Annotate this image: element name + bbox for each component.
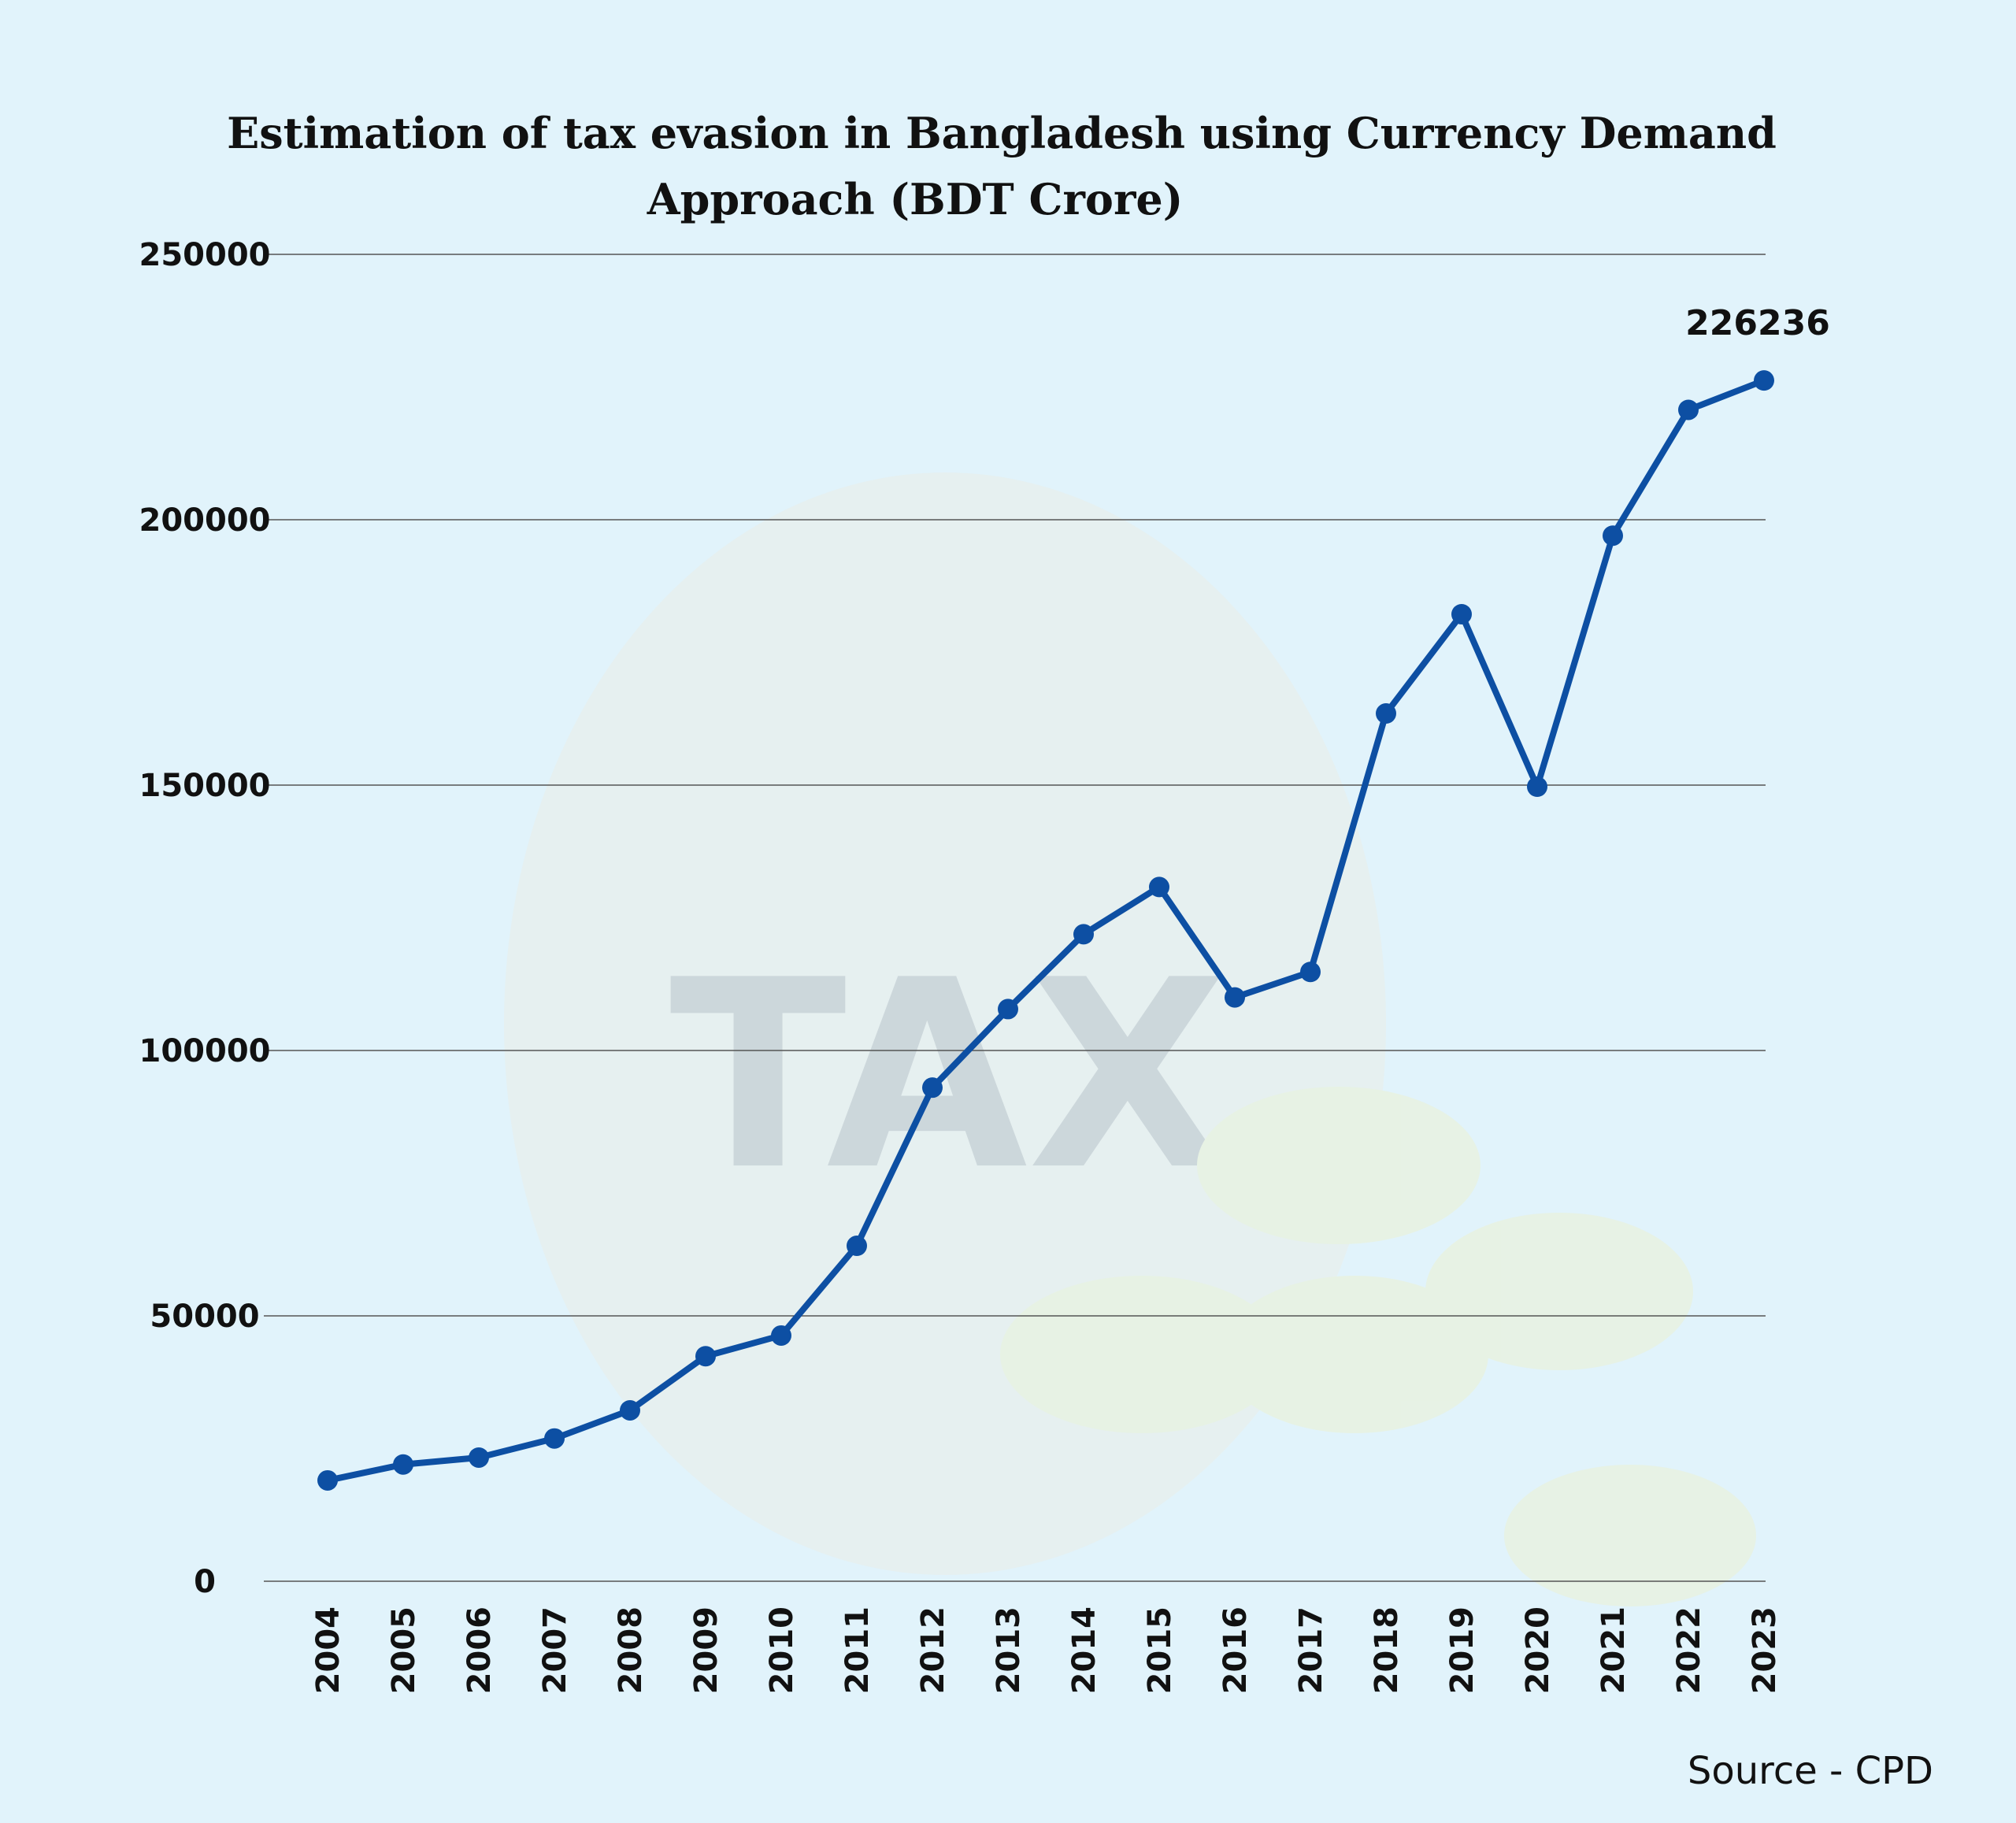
x-tick-label: 2005 <box>386 1606 422 1694</box>
data-point-2004 <box>317 1469 338 1491</box>
x-tick-label: 2018 <box>1369 1606 1405 1694</box>
data-point-2014 <box>1073 924 1094 945</box>
data-point-2019 <box>1451 603 1472 624</box>
data-point-2009 <box>695 1346 716 1367</box>
x-axis: 2004 2005 2006 2007 2008 2009 2010 2011 2012 2013… <box>310 1606 1783 1694</box>
x-tick-label: 2022 <box>1671 1606 1707 1694</box>
data-point-2023 <box>1754 370 1774 391</box>
y-tick-label: 150000 <box>139 768 271 804</box>
x-tick-label: 2006 <box>461 1606 498 1694</box>
title-line-1: Estimation of tax evasion in Bangladesh … <box>227 108 1777 158</box>
data-point-2011 <box>847 1236 867 1257</box>
data-point-2022 <box>1678 399 1699 421</box>
x-tick-label: 2023 <box>1747 1606 1783 1694</box>
x-tick-label: 2015 <box>1142 1606 1178 1694</box>
data-point-2013 <box>998 999 1018 1020</box>
data-labels: 226236 <box>1685 303 1830 343</box>
x-tick-label: 2007 <box>537 1606 573 1694</box>
y-axis: 0 50000 100000 150000 200000 250000 <box>139 237 271 1600</box>
background-illustration: TAX <box>504 472 1756 1606</box>
x-tick-label: 2019 <box>1444 1606 1480 1694</box>
series-line <box>317 370 1774 1491</box>
data-point-2012 <box>922 1077 943 1099</box>
data-point-2007 <box>544 1428 565 1449</box>
source-note: Source - CPD <box>1688 1749 1933 1793</box>
x-tick-label: 2009 <box>688 1606 724 1694</box>
x-tick-label: 2020 <box>1520 1606 1556 1694</box>
chart-title: Estimation of tax evasion in Bangladesh … <box>227 108 1777 224</box>
data-point-2016 <box>1225 987 1245 1008</box>
x-tick-label: 2017 <box>1293 1606 1329 1694</box>
x-tick-label: 2016 <box>1217 1606 1254 1694</box>
x-tick-label: 2012 <box>915 1606 951 1694</box>
x-tick-label: 2010 <box>764 1606 800 1694</box>
x-tick-label: 2008 <box>613 1606 649 1694</box>
x-tick-label: 2011 <box>839 1606 876 1694</box>
data-point-2018 <box>1376 703 1396 724</box>
data-point-2015 <box>1149 876 1169 898</box>
x-tick-label: 2013 <box>991 1606 1027 1694</box>
data-point-2008 <box>620 1399 640 1421</box>
y-tick-label: 250000 <box>139 237 271 273</box>
y-tick-label: 50000 <box>150 1299 259 1335</box>
data-point-2010 <box>771 1325 791 1346</box>
data-point-2021 <box>1603 525 1623 547</box>
x-tick-label: 2021 <box>1595 1606 1632 1694</box>
data-point-2006 <box>469 1447 489 1468</box>
title-line-2: Approach (BDT Crore) <box>647 174 1184 224</box>
series-path <box>327 377 1766 1484</box>
x-tick-label: 2004 <box>310 1606 346 1694</box>
y-tick-label: 0 <box>194 1564 216 1600</box>
y-tick-label: 100000 <box>139 1033 271 1069</box>
x-tick-label: 2014 <box>1066 1606 1102 1694</box>
data-point-2020 <box>1527 776 1547 798</box>
svg-text:TAX: TAX <box>669 924 1228 1227</box>
data-label: 226236 <box>1685 303 1830 343</box>
data-point-2005 <box>393 1454 413 1475</box>
data-point-2017 <box>1300 962 1321 983</box>
gridlines <box>264 254 1766 1582</box>
y-tick-label: 200000 <box>139 502 271 539</box>
